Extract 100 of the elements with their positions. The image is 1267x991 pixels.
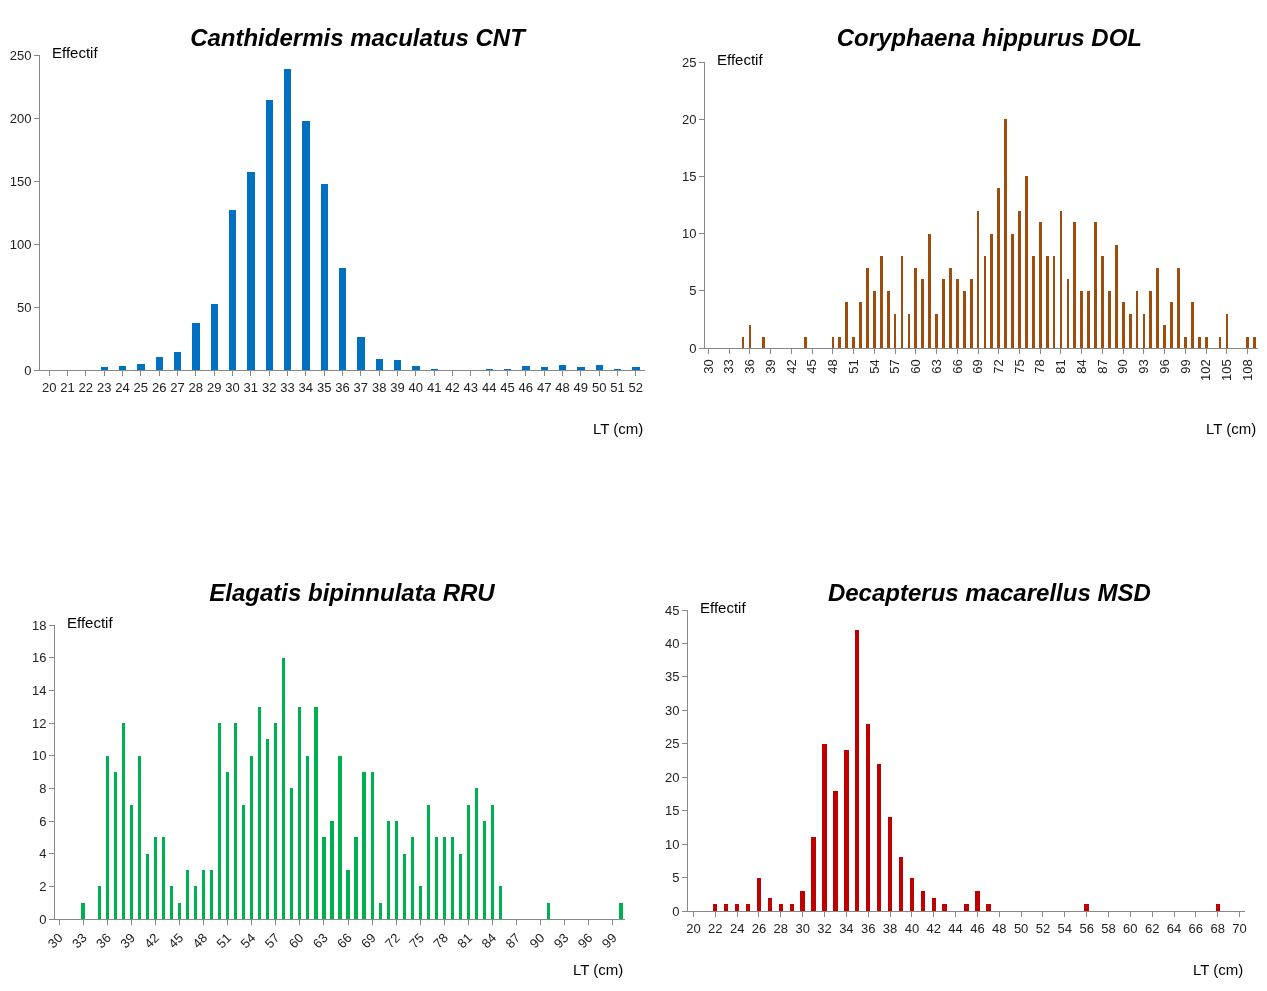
x-tick-label: 39	[117, 930, 138, 952]
bar	[298, 706, 302, 919]
x-tick-label: 84	[1073, 359, 1089, 374]
bar	[852, 336, 855, 348]
x-axis-title: LT (cm)	[593, 420, 644, 437]
x-tick-label: 70	[1232, 920, 1247, 936]
x-tick-label: 42	[445, 379, 460, 395]
bar	[962, 290, 966, 348]
bar	[450, 837, 454, 919]
bar	[161, 837, 165, 919]
bar	[338, 755, 342, 919]
y-tick-label: 200	[9, 110, 32, 126]
x-tick-label: 105	[1219, 359, 1235, 381]
y-tick-label: 4	[39, 846, 47, 862]
x-tick-label: 36	[335, 379, 350, 395]
bar	[872, 290, 876, 348]
bar	[354, 837, 358, 919]
bar	[928, 233, 932, 348]
x-tick-label: 48	[992, 920, 1007, 936]
x-tick-label: 102	[1198, 359, 1214, 381]
bar	[778, 904, 784, 911]
y-tick-label: 100	[9, 236, 32, 252]
bar	[986, 904, 991, 911]
x-tick-label: 32	[261, 379, 277, 395]
bar	[1031, 256, 1035, 348]
x-tick-label: 56	[1079, 920, 1094, 936]
x-tick-label: 22	[708, 920, 723, 936]
bar	[338, 267, 347, 370]
y-tick-label: 15	[664, 803, 680, 819]
bar	[185, 870, 190, 919]
bar	[762, 336, 766, 348]
bar	[81, 902, 85, 919]
chart-title: Canthidermis maculatus CNT	[190, 23, 528, 51]
y-tick-label: 8	[39, 780, 47, 796]
bar	[1204, 336, 1208, 348]
y-tick-label: 0	[689, 340, 697, 356]
bar	[1197, 336, 1201, 348]
bar	[442, 837, 446, 919]
bar	[844, 750, 849, 911]
x-tick-label: 57	[887, 359, 903, 374]
bar	[201, 870, 206, 919]
bar	[242, 804, 246, 919]
bar	[1084, 904, 1089, 911]
bar	[474, 788, 479, 919]
x-tick-label: 57	[261, 930, 283, 952]
bar	[258, 706, 262, 919]
bar	[412, 366, 420, 370]
x-tick-label: 45	[804, 359, 820, 374]
x-tick-label: 28	[188, 379, 204, 395]
bar	[855, 630, 860, 911]
bar	[767, 897, 773, 911]
x-tick-label: 46	[970, 920, 985, 936]
bar	[228, 209, 237, 370]
bar	[1114, 245, 1118, 348]
x-tick-label: 60	[285, 930, 307, 952]
y-tick-label: 45	[664, 602, 680, 618]
y-tick-label: 25	[664, 736, 680, 752]
bar	[1011, 233, 1014, 348]
x-tick-label: 34	[298, 379, 314, 395]
x-tick-label: 51	[610, 379, 625, 395]
bar	[145, 853, 149, 919]
x-tick-label: 28	[773, 920, 789, 936]
y-tick-label: 0	[39, 911, 47, 927]
bar	[282, 657, 286, 919]
x-tick-label: 32	[817, 920, 832, 936]
bar	[320, 183, 328, 370]
bar	[547, 902, 551, 919]
bar	[346, 870, 350, 919]
y-tick-label: 20	[664, 769, 680, 785]
x-tick-label: 27	[170, 379, 185, 395]
bar	[811, 837, 816, 911]
bar	[121, 723, 125, 919]
y-axis-title: Effectif	[700, 599, 747, 616]
y-tick-label: 30	[664, 702, 680, 718]
y-tick-label: 15	[681, 168, 697, 184]
bar	[1094, 222, 1097, 348]
x-tick-label: 43	[463, 379, 479, 395]
y-tick-label: 25	[681, 54, 697, 70]
bar	[226, 772, 230, 919]
bar	[595, 364, 603, 370]
y-tick-label: 150	[9, 173, 32, 189]
bar	[822, 743, 827, 911]
x-tick-label: 108	[1239, 359, 1255, 381]
x-tick-label: 93	[1136, 359, 1152, 374]
x-tick-label: 44	[948, 920, 963, 936]
bar	[800, 890, 805, 911]
x-axis-title: LT (cm)	[573, 961, 624, 978]
y-tick-label: 14	[31, 682, 47, 698]
bar	[949, 267, 952, 348]
bar	[845, 302, 849, 348]
bar	[1087, 290, 1091, 348]
x-tick-label: 78	[430, 930, 452, 952]
x-tick-label: 44	[481, 379, 497, 395]
x-tick-label: 26	[751, 920, 767, 936]
bar	[250, 755, 254, 919]
x-tick-label: 69	[970, 359, 986, 374]
bar	[362, 772, 366, 919]
y-tick-label: 10	[681, 226, 697, 242]
x-tick-label: 48	[189, 930, 211, 952]
bar	[724, 904, 729, 911]
